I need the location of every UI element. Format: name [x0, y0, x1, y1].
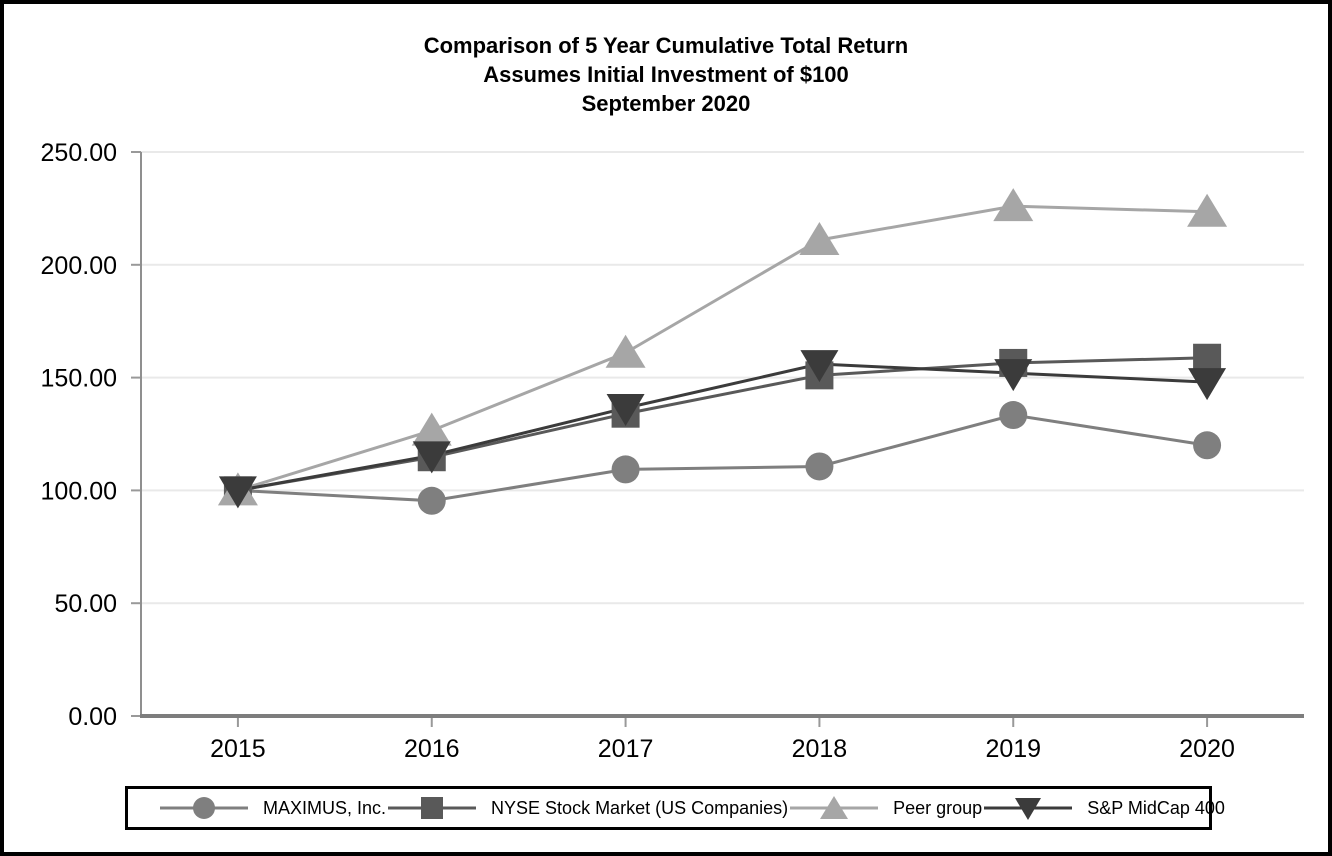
marker-circle-maximus-inc	[417, 486, 446, 515]
marker-triangle-down-s-p-midcap-400	[218, 476, 257, 509]
x-axis-label: 2015	[210, 735, 266, 763]
chart-title-line-2: Assumes Initial Investment of $100	[483, 62, 849, 87]
marker-triangle-down-s-p-midcap-400	[1188, 368, 1227, 401]
y-axis-label: 150.00	[41, 365, 117, 393]
marker-circle-maximus-inc	[611, 455, 640, 484]
x-axis-label: 2018	[792, 735, 848, 763]
legend-label-sp-midcap: S&P MidCap 400	[1087, 797, 1225, 818]
chart-legend: MAXIMUS, Inc. NYSE Stock Market (US Comp…	[125, 786, 1225, 830]
y-axis-label: 250.00	[41, 139, 117, 167]
y-axis-label: 50.00	[54, 590, 117, 618]
legend-item-nyse: NYSE Stock Market (US Companies)	[386, 794, 788, 822]
legend-item-maximus: MAXIMUS, Inc.	[158, 794, 386, 822]
marker-circle-maximus-inc	[805, 452, 834, 481]
chart-title-line-3: September 2020	[581, 91, 751, 116]
triangle-down-marker-icon	[982, 794, 1074, 822]
series-line-s-p-midcap-400	[237, 362, 1208, 492]
y-axis-label: 200.00	[41, 252, 117, 280]
marker-triangle-down-s-p-midcap-400	[412, 441, 451, 474]
marker-triangle-up-peer-group	[799, 221, 840, 255]
marker-triangle-up-peer-group	[411, 412, 452, 446]
marker-triangle-down-s-p-midcap-400	[606, 394, 645, 427]
marker-circle-maximus-inc	[1193, 431, 1222, 460]
square-marker-icon	[386, 794, 478, 822]
legend-label-maximus: MAXIMUS, Inc.	[263, 797, 387, 818]
x-axis-label: 2020	[1179, 735, 1235, 763]
marker-triangle-up-peer-group	[993, 188, 1034, 222]
x-axis-label: 2016	[404, 735, 460, 763]
marker-triangle-down-s-p-midcap-400	[994, 359, 1033, 392]
marker-square-nyse-stock-market-us-companies	[1193, 343, 1222, 372]
y-axis-label: 100.00	[41, 477, 117, 505]
y-axis-label: 0.00	[68, 703, 117, 731]
legend-label-peer-group: Peer group	[893, 797, 983, 818]
marker-triangle-up-peer-group	[1187, 193, 1228, 227]
x-axis-label: 2017	[598, 735, 654, 763]
chart-title-line-1: Comparison of 5 Year Cumulative Total Re…	[423, 33, 909, 58]
series-line-peer-group	[237, 204, 1208, 492]
legend-item-sp-midcap: S&P MidCap 400	[982, 794, 1225, 822]
triangle-up-marker-icon	[788, 794, 880, 822]
marker-circle-maximus-inc	[999, 401, 1028, 430]
legend-item-peer-group: Peer group	[788, 794, 982, 822]
series-line-maximus-inc	[237, 413, 1208, 503]
legend-label-nyse: NYSE Stock Market (US Companies)	[491, 797, 789, 818]
marker-triangle-down-s-p-midcap-400	[800, 350, 839, 383]
x-axis-label: 2019	[985, 735, 1041, 763]
marker-triangle-up-peer-group	[605, 334, 646, 368]
chart-title: Comparison of 5 Year Cumulative Total Re…	[4, 31, 1328, 118]
circle-marker-icon	[158, 794, 250, 822]
line-chart: 0.00 50.00 100.00 150.00 200.00 250.00 2015 201…	[41, 139, 1304, 763]
